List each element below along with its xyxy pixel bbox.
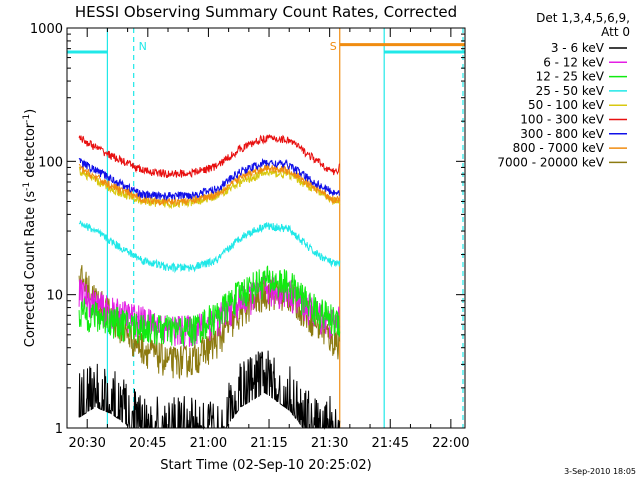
legend-header-line-1: Det 1,3,4,5,6,9, [536,11,630,25]
timestamp: 3-Sep-2010 18:05 [564,467,636,476]
y-tick-label: 10 [46,289,63,304]
legend-header-line-2: Att 0 [601,25,630,39]
x-tick-label: 21:45 [372,436,409,451]
y-tick-label: 1000 [30,22,63,37]
y-axis-label: Corrected Count Rate (s-1 detector-1) [22,109,38,347]
plot-frame [66,27,466,429]
marker-1: S [330,40,337,53]
legend-entry-label: 6 - 12 keV [543,55,605,69]
series-line-6 [78,157,341,201]
axes-layer: 1 10 100 1000 20:30 20:45 21:00 21:15 21:30 21:45… [30,22,470,451]
x-tick-label: 20:45 [129,436,166,451]
series-line-3 [78,220,341,274]
series-line-0 [78,350,341,430]
y-tick-label: 1 [55,422,63,437]
legend-entry-label: 25 - 50 keV [536,84,605,98]
x-tick-label: 21:15 [250,436,287,451]
x-axis-label: Start Time (02-Sep-10 20:25:02) [160,458,371,473]
series-line-5 [78,134,340,179]
marker-0: N [139,40,147,53]
series-line-2 [78,265,341,347]
legend-entry-label: 12 - 25 keV [536,70,605,84]
x-tick-label: 21:30 [311,436,348,451]
chart-title: HESSI Observing Summary Count Rates, Cor… [75,3,457,21]
x-tick-label: 21:00 [190,436,227,451]
y-tick-label: 100 [38,155,63,170]
legend-entry-label: 100 - 300 keV [520,113,604,127]
legend-entry-label: 800 - 7000 keV [513,141,605,155]
x-tick-label: 20:30 [68,436,105,451]
series-line-7 [78,163,341,207]
legend-entry-label: 7000 - 20000 keV [497,155,604,169]
x-tick-label: 22:00 [432,436,469,451]
legend-entry-label: 3 - 6 keV [551,41,605,55]
legend-entry-label: 300 - 800 keV [520,127,604,141]
legend-entry-label: 50 - 100 keV [528,98,605,112]
series-layer [78,134,341,430]
